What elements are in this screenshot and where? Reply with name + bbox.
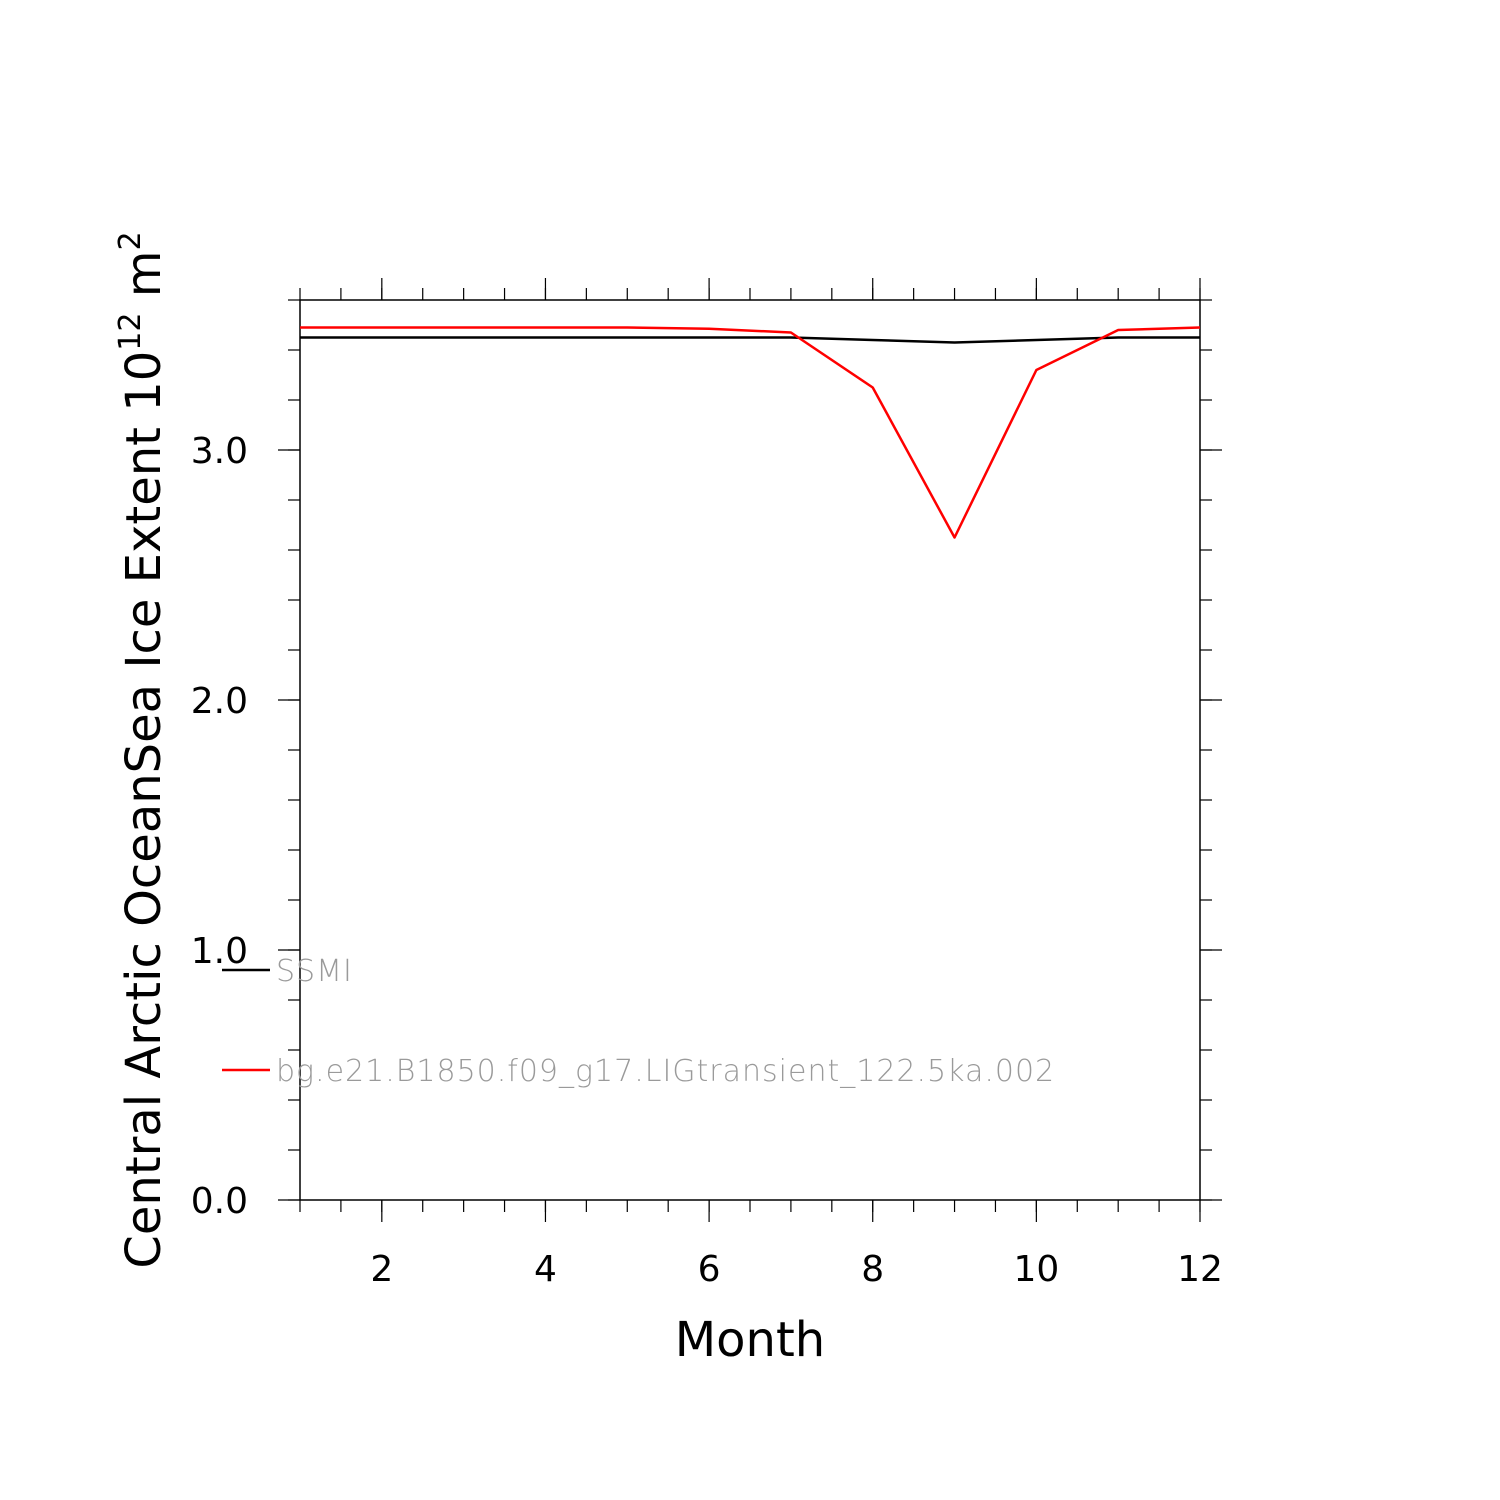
x-axis-title: Month bbox=[675, 1312, 825, 1368]
y-axis-title-prefix: Central Arctic OceanSea Ice Extent 10 bbox=[116, 351, 172, 1269]
x-tick-labels: 2 4 6 8 10 12 bbox=[370, 1249, 1223, 1290]
x-tick-label: 12 bbox=[1177, 1249, 1223, 1290]
y-tick-labels: 0.0 1.0 2.0 3.0 bbox=[191, 431, 248, 1222]
series-line-model bbox=[300, 326, 1201, 539]
y-axis-title-unit: m bbox=[116, 250, 172, 297]
y-tick-label: 2.0 bbox=[191, 681, 248, 722]
legend: SSMI bg.e21.B1850.f09_g17.LIGtransient_1… bbox=[222, 954, 1055, 1089]
x-tick-label: 8 bbox=[861, 1249, 884, 1290]
y-axis-title: Central Arctic OceanSea Ice Extent 1012 … bbox=[113, 231, 172, 1268]
y-axis-title-exponent: 12 bbox=[113, 312, 148, 350]
y-tick-label: 3.0 bbox=[191, 431, 248, 472]
x-tick-label: 4 bbox=[534, 1249, 557, 1290]
major-ticks bbox=[278, 278, 1222, 1222]
y-axis-title-unit-exponent: 2 bbox=[113, 231, 148, 250]
y-tick-label: 1.0 bbox=[191, 931, 248, 972]
x-tick-label: 6 bbox=[698, 1249, 721, 1290]
y-tick-label: 0.0 bbox=[191, 1181, 248, 1222]
legend-label-model: bg.e21.B1850.f09_g17.LIGtransient_122.5k… bbox=[276, 1054, 1055, 1089]
x-tick-label: 2 bbox=[370, 1249, 393, 1290]
series-layer bbox=[300, 326, 1201, 539]
legend-label-ssmi: SSMI bbox=[276, 954, 353, 989]
x-tick-label: 10 bbox=[1013, 1249, 1059, 1290]
series-line-ssmi bbox=[300, 336, 1200, 344]
